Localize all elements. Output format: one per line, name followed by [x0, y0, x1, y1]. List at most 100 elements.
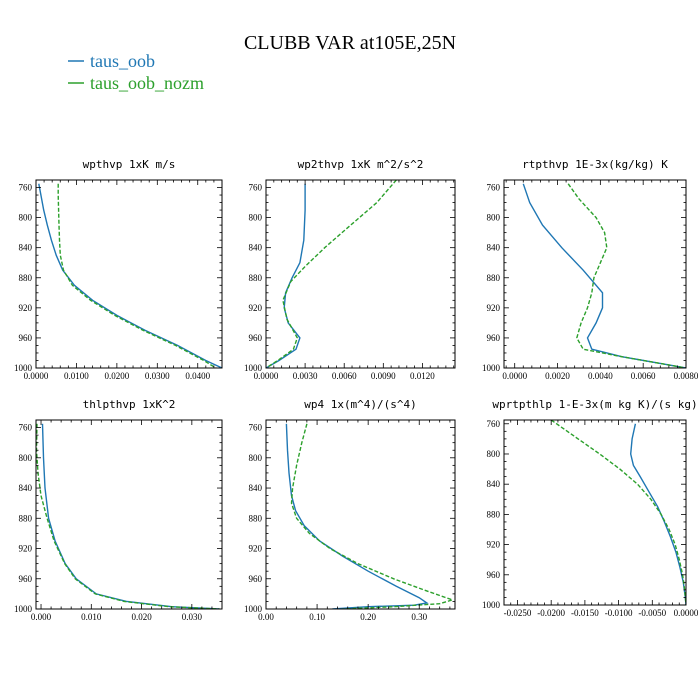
x-tick-label: -0.0050 [638, 608, 666, 618]
panel-2: wp2thvp 1xK m^2/s^2 760 800 840 880 920 960 100… [244, 158, 456, 381]
legend-label-taus-oob-nozm: taus_oob_nozm [90, 73, 204, 93]
x-tick-label: 0.0400 [185, 371, 210, 381]
x-tick-label: 0.0000 [254, 371, 279, 381]
y-tick-label: 920 [487, 540, 501, 550]
panel-title: wpthvp 1xK m/s [83, 158, 176, 171]
panel-title: wp4 1x(m^4)/(s^4) [304, 398, 417, 411]
panel-6: wprtpthlp 1-E-3x(m kg K)/(s kg) 760 800 840… [482, 398, 699, 618]
y-tick-label: 920 [487, 303, 501, 313]
x-tick-label: 0.0120 [410, 371, 435, 381]
panel-title: wprtpthlp 1-E-3x(m kg K)/(s kg) [492, 398, 697, 411]
x-tick-label: 0.0100 [64, 371, 89, 381]
x-tick-label: 0.0000 [502, 371, 527, 381]
y-tick-label: 920 [19, 544, 33, 554]
series-line-taus-oob-nozm [290, 423, 455, 609]
y-tick-label: 840 [249, 243, 263, 253]
x-tick-label: 0.000 [31, 612, 52, 622]
y-tick-label: 800 [249, 453, 263, 463]
y-tick-label: 960 [487, 570, 501, 580]
y-tick-label: 880 [249, 513, 263, 523]
x-tick-label: 0.0200 [104, 371, 129, 381]
x-tick-label: -0.0100 [605, 608, 633, 618]
y-tick-label: 880 [249, 273, 263, 283]
plot-frame [35, 179, 223, 369]
panel-3: rtpthvp 1E-3x(kg/kg) K 760 800 840 880 920 960… [482, 158, 699, 381]
x-tick-label: 0.0060 [332, 371, 357, 381]
y-tick-label: 1000 [14, 604, 33, 614]
y-tick-label: 800 [487, 449, 501, 459]
y-tick-label: 960 [19, 333, 33, 343]
panel-4: thlpthvp 1xK^2 760 800 840 880 920 960 10000.00… [14, 398, 223, 622]
x-tick-label: 0.0090 [371, 371, 396, 381]
x-tick-label: 0.10 [309, 612, 325, 622]
y-tick-label: 960 [19, 574, 33, 584]
x-tick-label: -0.0250 [504, 608, 532, 618]
series-line-taus-oob-nozm [550, 420, 686, 605]
y-tick-label: 840 [487, 479, 501, 489]
y-tick-label: 800 [19, 213, 33, 223]
panel-title: rtpthvp 1E-3x(kg/kg) K [522, 158, 668, 171]
y-tick-label: 880 [19, 513, 33, 523]
y-tick-label: 1000 [482, 363, 501, 373]
y-tick-label: 880 [19, 273, 33, 283]
figure-title: CLUBB VAR at105E,25N [244, 32, 456, 54]
panel-title: wp2thvp 1xK m^2/s^2 [298, 158, 424, 171]
x-tick-label: 0.0300 [145, 371, 170, 381]
panels: wpthvp 1xK m/s76080084088092096010000.00… [14, 158, 699, 622]
y-tick-label: 760 [249, 183, 263, 193]
y-tick-label: 800 [19, 453, 33, 463]
x-tick-label: 0.30 [411, 612, 427, 622]
y-tick-label: 840 [487, 243, 501, 253]
y-tick-label: 800 [487, 213, 501, 223]
y-tick-label: 920 [19, 303, 33, 313]
y-tick-label: 1000 [244, 363, 263, 373]
series-line-taus-oob [266, 183, 306, 368]
x-tick-label: 0.0000 [24, 371, 49, 381]
y-tick-label: 960 [249, 333, 263, 343]
y-tick-label: 960 [487, 333, 501, 343]
legend-label-taus-oob: taus_oob [90, 51, 155, 71]
x-tick-label: 0.0000 [674, 608, 699, 618]
y-tick-label: 960 [249, 574, 263, 584]
x-tick-label: 0.010 [81, 612, 102, 622]
series-line-taus-oob-nozm [567, 183, 686, 368]
y-tick-label: 840 [249, 483, 263, 493]
series-line-taus-oob [38, 183, 222, 368]
series-line-taus-oob-nozm [36, 423, 220, 609]
x-tick-label: -0.0150 [571, 608, 599, 618]
y-tick-label: 760 [19, 183, 33, 193]
plot-frame [503, 419, 687, 606]
panel-1: wpthvp 1xK m/s 760 800 840 880 920 960 10000.00… [14, 158, 223, 381]
series-line-taus-oob-nozm [57, 183, 217, 368]
plot-frame [35, 419, 223, 610]
panel-title: thlpthvp 1xK^2 [83, 398, 176, 411]
plot-frame [265, 419, 456, 610]
y-tick-label: 1000 [14, 363, 33, 373]
y-tick-label: 840 [19, 243, 33, 253]
plot-frame [265, 179, 456, 369]
series-line-taus-oob [41, 423, 220, 609]
x-tick-label: 0.020 [131, 612, 152, 622]
series-line-taus-oob [285, 423, 429, 609]
plot-frame [503, 179, 687, 369]
x-tick-label: 0.0040 [588, 371, 613, 381]
y-tick-label: 1000 [244, 604, 263, 614]
legend: taus_oob taus_oob_nozm [68, 51, 204, 93]
y-tick-label: 800 [249, 213, 263, 223]
x-tick-label: 0.030 [182, 612, 203, 622]
series-line-taus-oob [629, 423, 686, 605]
y-tick-label: 880 [487, 273, 501, 283]
y-tick-label: 760 [487, 183, 501, 193]
x-tick-label: 0.20 [360, 612, 376, 622]
y-tick-label: 880 [487, 509, 501, 519]
y-tick-label: 920 [249, 544, 263, 554]
y-tick-label: 760 [19, 423, 33, 433]
series-line-taus-oob [522, 183, 686, 368]
y-tick-label: 1000 [482, 600, 501, 610]
y-tick-label: 840 [19, 483, 33, 493]
x-tick-label: 0.00 [258, 612, 274, 622]
series-line-taus-oob-nozm [266, 180, 397, 368]
x-tick-label: 0.0030 [293, 371, 318, 381]
x-tick-label: 0.0020 [545, 371, 570, 381]
